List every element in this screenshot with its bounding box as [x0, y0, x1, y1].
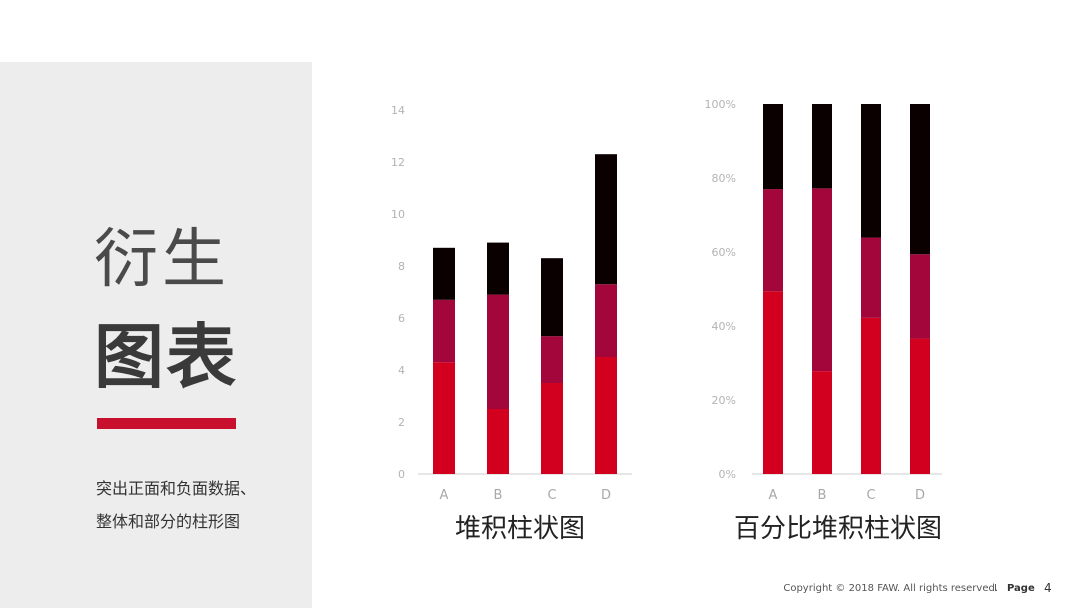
chart1-bar-B-series2 — [487, 294, 509, 409]
chart2-y-tick-label: 0% — [719, 468, 736, 481]
chart2-bar-B-series2 — [812, 188, 832, 372]
chart1-bar-B-series1 — [487, 409, 509, 474]
chart2-y-tick-label: 40% — [712, 320, 736, 333]
chart2-title: 百分比堆积柱状图 — [733, 514, 942, 544]
chart2-bar-C-series1 — [861, 317, 881, 474]
chart1-title: 堆积柱状图 — [454, 514, 585, 544]
chart2-bar-A-series2 — [763, 189, 783, 292]
chart1-bar-A-series1 — [433, 362, 455, 474]
chart1-x-tick-label: A — [440, 488, 449, 503]
chart1-bar-C-series2 — [541, 336, 563, 383]
chart2-bar-B-series3 — [812, 104, 832, 189]
page-title-line1: 衍生 — [94, 223, 230, 297]
chart2-y-tick-label: 100% — [705, 98, 736, 111]
footer: Copyright © 2018 FAW. All rights reserve… — [0, 581, 1080, 597]
chart2-bar-D-series2 — [910, 254, 930, 339]
copyright-text: Copyright © 2018 FAW. All rights reserve… — [783, 583, 998, 594]
chart1-x-tick-label: B — [494, 488, 503, 503]
chart1-bar-B-series3 — [487, 242, 509, 295]
chart2-y-tick-label: 60% — [712, 246, 736, 259]
chart1-bar-C-series1 — [541, 383, 563, 474]
chart1-bar-D-series1 — [595, 357, 617, 474]
chart2-x-tick-label: A — [769, 488, 778, 503]
chart2-x-tick-label: B — [818, 488, 827, 503]
chart1-y-tick-label: 6 — [398, 312, 405, 325]
chart1-y-tick-label: 4 — [398, 364, 405, 377]
chart2-bar-D-series3 — [910, 104, 930, 255]
chart1-x-tick-label: C — [547, 488, 556, 503]
chart1-x-tick-label: D — [601, 488, 611, 503]
chart1-y-tick-label: 12 — [391, 156, 405, 169]
chart2-y-tick-label: 20% — [712, 394, 736, 407]
chart1-y-tick-label: 0 — [398, 468, 405, 481]
chart1-bar-A-series2 — [433, 299, 455, 363]
title-accent-bar — [97, 418, 236, 429]
chart1-bar-D-series3 — [595, 154, 617, 285]
chart1-bar-A-series3 — [433, 247, 455, 300]
chart1-y-tick-label: 2 — [398, 416, 405, 429]
chart2-bar-C-series3 — [861, 104, 881, 238]
chart1-bar-C-series3 — [541, 258, 563, 337]
left-panel — [0, 62, 312, 608]
chart1-y-tick-label: 8 — [398, 260, 405, 273]
chart2-bar-C-series2 — [861, 237, 881, 318]
chart1-y-tick-label: 14 — [391, 104, 405, 117]
chart1-bar-D-series2 — [595, 284, 617, 357]
chart2-x-tick-label: C — [866, 488, 875, 503]
chart2-bar-A-series3 — [763, 104, 783, 190]
chart2-bar-A-series1 — [763, 291, 783, 474]
description-line2: 整体和部分的柱形图 — [96, 512, 241, 531]
chart1-y-tick-label: 10 — [391, 208, 405, 221]
chart2-x-tick-label: D — [915, 488, 925, 503]
chart2-bar-B-series1 — [812, 371, 832, 474]
page-title-line2: 图表 — [94, 316, 238, 398]
page-label: Page — [1007, 583, 1035, 594]
page-number: 4 — [1044, 581, 1052, 595]
chart2-bar-D-series1 — [910, 338, 930, 474]
footer-separator: I — [994, 583, 997, 594]
chart2-y-tick-label: 80% — [712, 172, 736, 185]
description-line1: 突出正面和负面数据、 — [96, 479, 257, 498]
